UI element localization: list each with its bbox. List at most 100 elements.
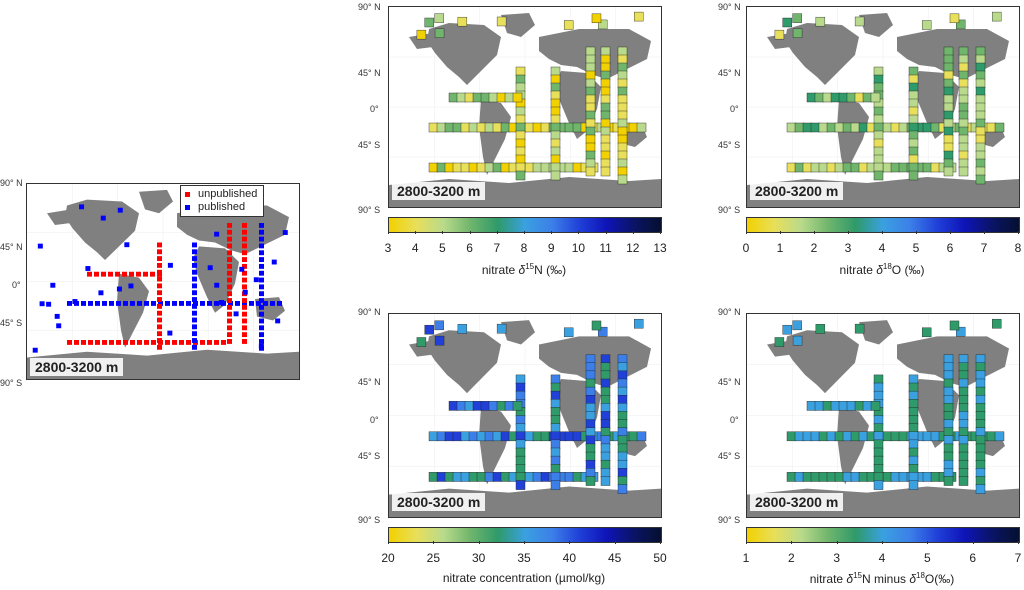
grid-cell (515, 447, 526, 458)
station-marker (259, 270, 264, 276)
grid-cell (600, 451, 611, 462)
grid-cell (908, 130, 919, 141)
grid-cell (532, 472, 543, 482)
grid-cell (850, 472, 861, 482)
grid-cell (958, 70, 969, 81)
station-marker (192, 338, 197, 343)
d18o-map (747, 7, 1019, 207)
grid-cell (908, 106, 919, 117)
grid-cell (943, 362, 954, 373)
alaska-land (409, 340, 433, 357)
alaska-land (47, 209, 71, 225)
grid-cell (943, 468, 954, 478)
station-marker (192, 242, 197, 248)
grid-cell (564, 472, 575, 482)
grid-cell (617, 62, 628, 73)
station-marker (227, 236, 232, 242)
grid-cell (434, 28, 445, 38)
lat-label-90n: 90° N (358, 307, 381, 317)
colorbar-tick-mark (660, 541, 661, 544)
grid-cell (958, 354, 969, 364)
station-marker (186, 301, 191, 306)
grid-cell (585, 46, 596, 57)
grid-cell (550, 390, 561, 401)
grid-cell (512, 92, 523, 103)
colorbar-tick-label: 30 (471, 551, 486, 565)
grid-cell (600, 46, 611, 57)
grid-cell (585, 427, 596, 438)
station-marker (228, 301, 233, 306)
grid-cell (930, 431, 941, 442)
station-marker (227, 223, 232, 228)
grid-cell (943, 419, 954, 429)
grid-cell (955, 326, 966, 337)
station-marker (167, 330, 173, 336)
grid-cell (908, 455, 919, 466)
grid-cell (457, 16, 468, 27)
grid-cell (585, 468, 596, 478)
grid-cell (943, 134, 954, 145)
grid-cell (515, 106, 526, 117)
colorbar-tick-mark (388, 541, 389, 544)
grid-cell (994, 431, 1005, 442)
grid-cell (908, 82, 919, 93)
grid-cell (600, 386, 611, 397)
grid-cell (834, 431, 845, 442)
label-sup: 15 (525, 262, 535, 271)
grid-cell (600, 476, 611, 486)
station-marker (100, 215, 106, 221)
grid-cell (943, 378, 954, 389)
lat-label-eq: 0° (12, 280, 21, 290)
colorbar-tick-label: 0 (742, 241, 750, 255)
grid-cell (826, 162, 837, 173)
lat-label-90n: 90° N (358, 2, 381, 12)
grid-cell (585, 419, 596, 429)
grid-cell (600, 468, 611, 478)
grid-cell (515, 122, 526, 133)
station-marker (259, 236, 264, 242)
grid-cell (550, 162, 561, 173)
station-marker (227, 304, 232, 310)
greenland-land (139, 189, 173, 214)
grid-cell (444, 472, 455, 482)
concentration-map (389, 314, 661, 517)
grid-cell (834, 162, 845, 173)
grid-cell (975, 70, 986, 81)
grid-cell (830, 92, 841, 103)
grid-cell (436, 472, 447, 482)
grid-cell (484, 162, 495, 173)
grid-cell (958, 378, 969, 389)
grid-cell (550, 455, 561, 466)
station-marker (192, 290, 197, 296)
grid-cell (943, 78, 954, 89)
lat-label-45n: 45° N (358, 377, 381, 387)
grid-cell (468, 472, 479, 482)
station-marker (259, 339, 264, 344)
grid-cell (815, 324, 826, 334)
grid-cell (786, 162, 797, 173)
grid-cell (585, 158, 596, 169)
grid-cell (958, 403, 969, 413)
grid-cell (862, 92, 873, 103)
grid-cell (617, 54, 628, 65)
grid-cell (958, 110, 969, 121)
grid-cell (600, 110, 611, 121)
grid-cell (958, 46, 969, 57)
grid-cell (949, 13, 960, 24)
station-marker (192, 303, 197, 309)
grid-cell (958, 386, 969, 397)
grid-cell (468, 162, 479, 173)
grid-cell (958, 126, 969, 137)
map-legend: unpublished published (180, 185, 265, 217)
lat-label-90n: 90° N (0, 178, 23, 188)
grid-cell (617, 451, 628, 462)
station-marker (242, 332, 247, 338)
grid-cell (943, 451, 954, 462)
colorbar-tick-mark (388, 231, 389, 234)
station-marker (85, 266, 91, 271)
grid-cell (436, 431, 447, 442)
grid-cell (943, 476, 954, 486)
grid-cell (585, 142, 596, 153)
grid-cell (600, 354, 611, 364)
station-marker (259, 311, 264, 317)
